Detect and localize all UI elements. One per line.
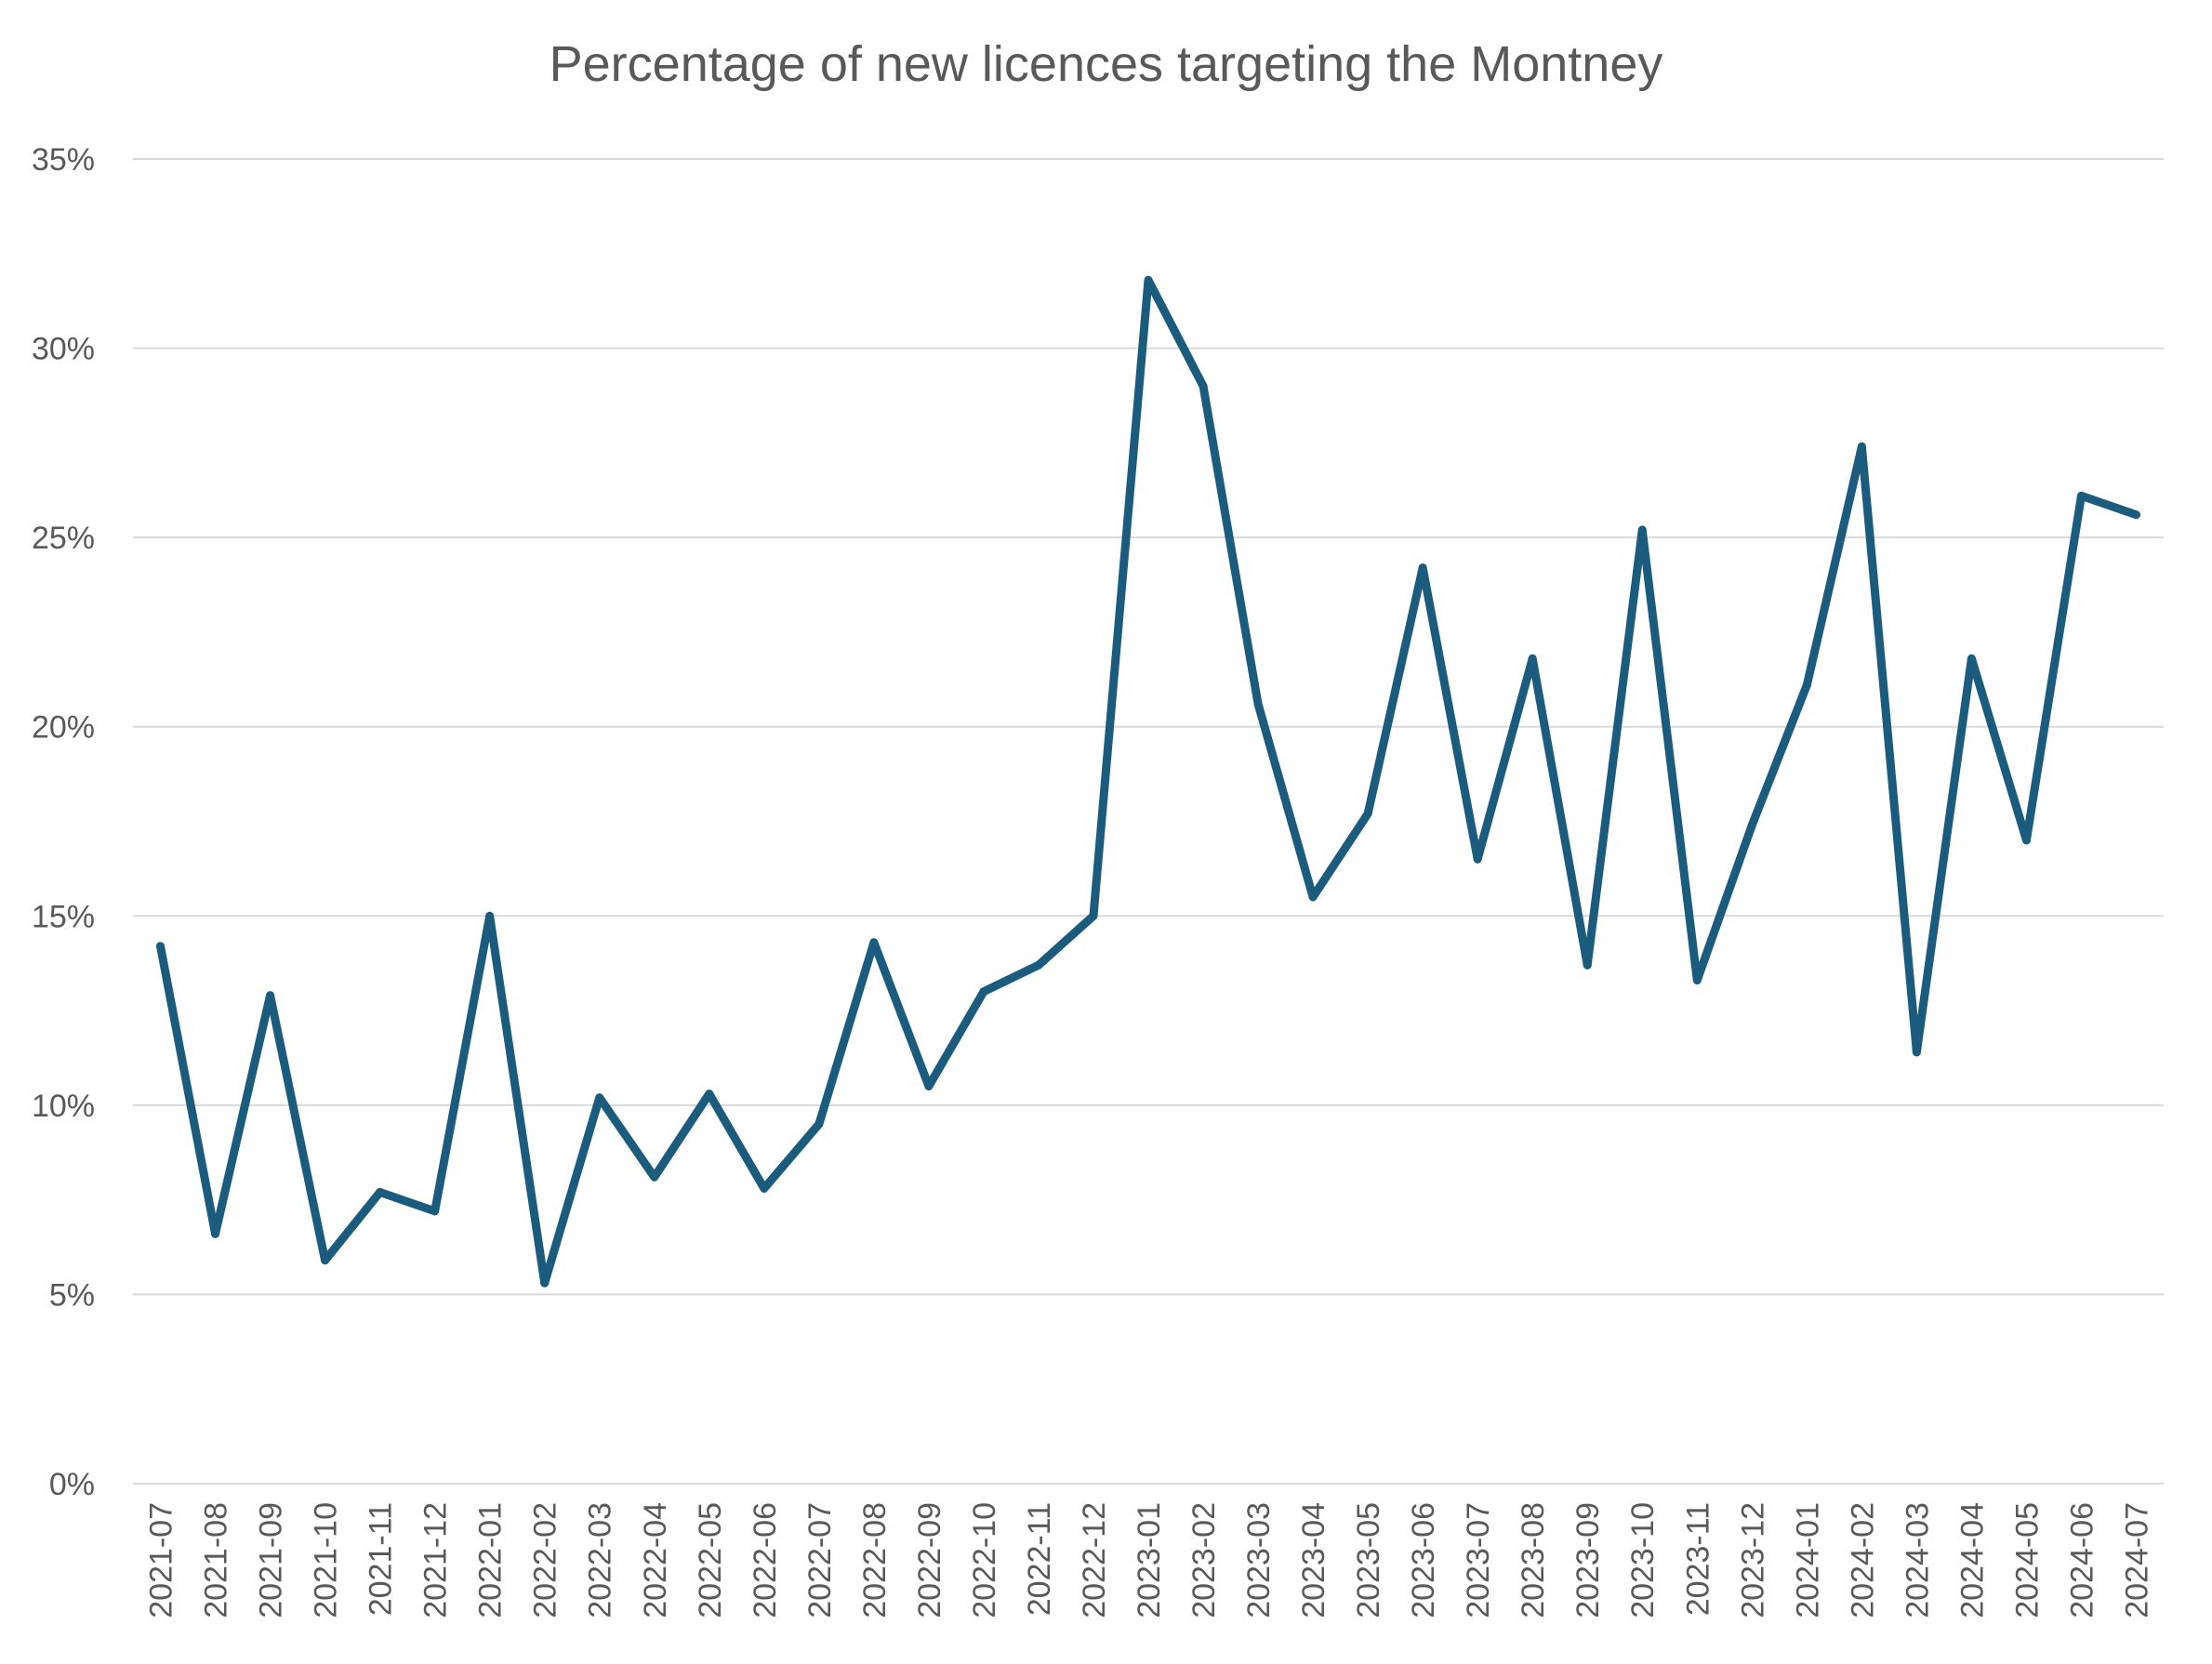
x-tick-label: 2023-04 [1296, 1502, 1331, 1618]
data-point [156, 942, 166, 951]
x-tick-label: 2022-11 [1022, 1502, 1057, 1616]
data-point [1692, 976, 1702, 984]
data-point [430, 1207, 440, 1216]
data-point [321, 1256, 330, 1265]
data-point [705, 1090, 714, 1099]
data-point [979, 987, 988, 997]
data-points [156, 275, 2140, 1288]
y-tick-label: 30% [32, 332, 95, 367]
x-tick-label: 2022-07 [802, 1502, 838, 1618]
data-point [1253, 699, 1263, 708]
x-tick-label: 2023-08 [1516, 1502, 1551, 1618]
data-point [1747, 821, 1756, 830]
x-tick-label: 2023-12 [1735, 1502, 1770, 1618]
data-point [815, 1119, 824, 1129]
x-tick-label: 2022-09 [912, 1502, 947, 1618]
data-point [1912, 1048, 1921, 1057]
x-tick-label: 2024-06 [2064, 1502, 2099, 1618]
x-tick-label: 2021-11 [364, 1502, 399, 1616]
x-tick-label: 2022-04 [638, 1502, 673, 1618]
data-point [1418, 563, 1427, 573]
data-point [1583, 960, 1592, 970]
y-tick-label: 35% [32, 142, 95, 178]
x-tick-label: 2023-07 [1461, 1502, 1496, 1618]
data-point [1034, 960, 1043, 970]
x-tick-label: 2024-03 [1900, 1502, 1935, 1618]
x-tick-label: 2023-06 [1406, 1502, 1441, 1618]
data-point [1363, 809, 1372, 818]
data-point [2076, 491, 2086, 500]
x-tick-label: 2022-05 [693, 1502, 728, 1618]
data-point [1144, 275, 1153, 284]
x-tick-label: 2024-07 [2119, 1502, 2154, 1618]
y-tick-label: 15% [32, 899, 95, 934]
y-tick-label: 20% [32, 710, 95, 746]
x-tick-label: 2024-02 [1845, 1502, 1880, 1618]
x-tick-label: 2023-01 [1132, 1502, 1167, 1618]
y-tick-label: 0% [49, 1467, 95, 1502]
x-tick-label: 2024-04 [1954, 1502, 1990, 1618]
data-point [376, 1188, 385, 1196]
y-tick-label: 10% [32, 1089, 95, 1124]
data-point [1089, 911, 1098, 920]
data-point [485, 911, 495, 920]
data-point [650, 1172, 659, 1182]
data-point [2131, 510, 2140, 520]
y-axis-tick-labels: 0% 5% 10% 15% 20% 25% 30% 35% [32, 142, 95, 1502]
x-tick-label: 2021-12 [418, 1502, 454, 1618]
x-tick-label: 2023-10 [1625, 1502, 1661, 1618]
data-point [760, 1183, 769, 1193]
x-tick-label: 2022-06 [748, 1502, 783, 1618]
y-tick-label: 25% [32, 521, 95, 556]
x-tick-label: 2021-09 [254, 1502, 289, 1618]
x-tick-label: 2023-09 [1570, 1502, 1606, 1618]
data-point [1308, 892, 1318, 902]
chart-title: Percentage of new licences targeting the… [549, 36, 1663, 92]
x-tick-label: 2022-02 [528, 1502, 563, 1618]
data-point [869, 938, 879, 947]
data-point [1637, 525, 1647, 535]
x-tick-label: 2022-01 [473, 1502, 509, 1618]
y-tick-label: 5% [49, 1277, 95, 1313]
x-tick-label: 2022-10 [967, 1502, 1002, 1618]
x-tick-label: 2022-08 [857, 1502, 893, 1618]
x-tick-label: 2023-02 [1186, 1502, 1222, 1618]
data-point [266, 991, 275, 1000]
data-point [211, 1229, 220, 1238]
series-lines [156, 275, 2140, 1288]
x-axis-tick-labels: 2021-07 2021-08 2021-09 2021-10 2021-11 2021-… [144, 1502, 2155, 1618]
x-tick-label: 2022-03 [583, 1502, 618, 1618]
x-tick-label: 2021-10 [309, 1502, 344, 1618]
x-tick-label: 2024-01 [1790, 1502, 1825, 1618]
x-tick-label: 2023-05 [1351, 1502, 1386, 1618]
data-point [2021, 836, 2031, 845]
gridlines [133, 158, 2164, 1485]
data-point [1473, 854, 1482, 864]
data-point [1802, 680, 1811, 690]
series-line-0 [156, 275, 2140, 1288]
data-point [1199, 381, 1208, 390]
x-tick-label: 2021-08 [199, 1502, 234, 1618]
data-point [924, 1082, 934, 1090]
data-point [1857, 442, 1866, 451]
x-tick-label: 2023-03 [1241, 1502, 1277, 1618]
x-tick-label: 2021-07 [144, 1502, 179, 1618]
data-point [1528, 654, 1537, 663]
data-point [1967, 654, 1976, 663]
data-point [595, 1093, 604, 1103]
x-tick-label: 2022-12 [1077, 1502, 1112, 1618]
x-tick-label: 2024-05 [2009, 1502, 2045, 1618]
data-point [540, 1278, 550, 1288]
x-tick-label: 2023-11 [1680, 1502, 1715, 1616]
